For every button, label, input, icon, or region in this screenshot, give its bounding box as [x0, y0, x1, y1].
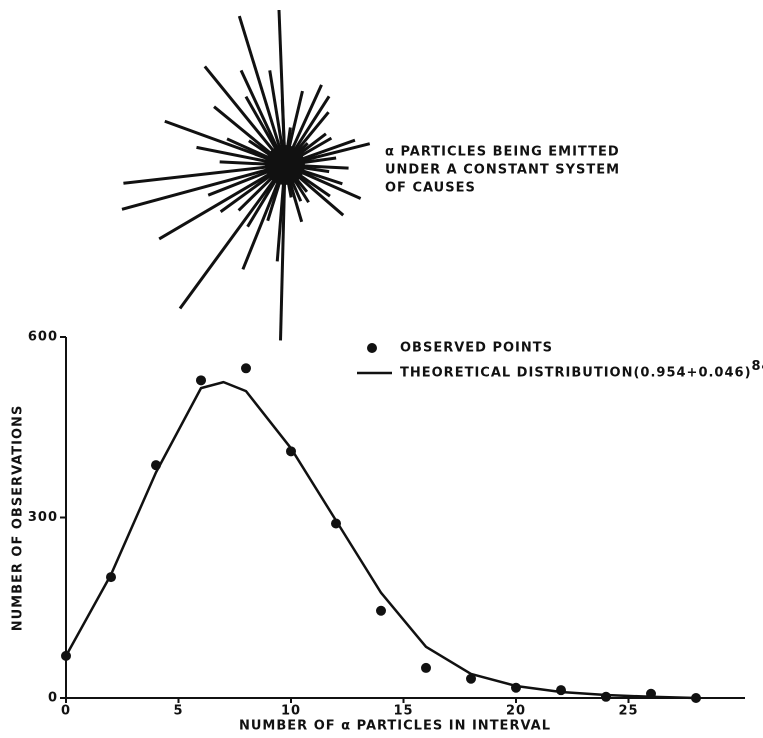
caption-line: UNDER A CONSTANT SYSTEM — [385, 163, 620, 178]
ray — [203, 65, 287, 166]
ray — [123, 163, 286, 185]
theory-line — [64, 380, 697, 700]
observed-point — [556, 685, 566, 696]
x-tick-label: 15 — [393, 704, 413, 719]
legend-exponent: 84 — [752, 359, 763, 374]
x-tick-label: 10 — [281, 704, 301, 719]
observed-point — [196, 375, 206, 386]
x-axis-title: NUMBER OF α PARTICLES IN INTERVAL — [239, 719, 551, 734]
x-tick-label: 25 — [618, 704, 638, 719]
legend-label: OBSERVED POINTS — [400, 341, 553, 356]
x-tick-label: 0 — [61, 704, 71, 719]
legend-swatch — [367, 343, 377, 353]
observed-point — [466, 673, 476, 684]
ray — [279, 164, 287, 341]
caption-line: α PARTICLES BEING EMITTED — [385, 145, 620, 160]
ray — [178, 164, 287, 310]
legend-label: THEORETICAL DISTRIBUTION(0.954+0.046)84 — [400, 359, 763, 381]
y-axis-title: NUMBER OF OBSERVATIONS — [11, 405, 26, 632]
ray — [121, 163, 286, 211]
source — [265, 145, 305, 185]
observed-point — [601, 691, 611, 702]
ray — [158, 163, 286, 241]
observed-point — [376, 605, 386, 616]
y-tick-label: 0 — [48, 691, 58, 706]
caption-line: OF CAUSES — [385, 181, 476, 196]
x-tick-label: 20 — [506, 704, 526, 719]
x-tick-label: 5 — [173, 704, 183, 719]
observed-point — [421, 662, 431, 673]
y-tick-label: 300 — [28, 510, 58, 525]
observed-point — [241, 363, 251, 374]
ray — [277, 9, 287, 166]
y-tick-label: 600 — [28, 330, 58, 345]
ray — [164, 119, 286, 167]
starburst — [121, 9, 371, 341]
ray — [237, 15, 287, 166]
